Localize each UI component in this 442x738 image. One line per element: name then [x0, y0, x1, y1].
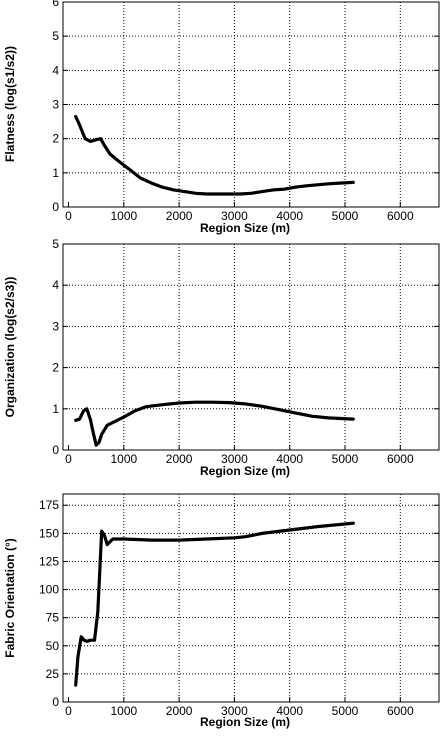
flatness-x-tick-label: 1000 [110, 209, 137, 223]
organization-ticks: 0 1000 2000 3000 4000 5000 6000 0 1 2 3 4 5 [52, 237, 439, 466]
orientation-y-tick-label: 150 [39, 526, 59, 540]
organization-y-tick-label: 2 [52, 361, 59, 375]
organization-y-tick-label: 0 [52, 443, 59, 457]
flatness-x-tick-label: 6000 [387, 209, 414, 223]
orientation-x-tick-label: 0 [65, 704, 72, 718]
flatness-series-line [74, 114, 355, 196]
flatness-series [74, 114, 355, 196]
flatness-x-tick-label: 3000 [221, 209, 248, 223]
organization-series-line [74, 400, 355, 447]
organization-x-tick-label: 4000 [276, 452, 303, 466]
orientation-y-tick-label: 75 [46, 611, 60, 625]
flatness-x-tick-label: 0 [65, 209, 72, 223]
organization-x-tick-label: 5000 [332, 452, 359, 466]
flatness-y-tick-label: 6 [52, 0, 59, 9]
orientation-plot-frame [62, 493, 440, 703]
flatness-y-tick-label: 4 [52, 63, 59, 77]
orientation-x-tick-label: 6000 [387, 704, 414, 718]
orientation-x-tick-label: 4000 [276, 704, 303, 718]
orientation-panel: 0 1000 2000 3000 4000 5000 6000 0 25 50 75 100 125 15… [3, 493, 440, 729]
organization-x-axis-label: Region Size (m) [200, 464, 290, 478]
orientation-y-tick-label: 25 [46, 667, 60, 681]
orientation-y-tick-label: 175 [39, 498, 59, 512]
organization-grid [63, 243, 439, 450]
flatness-y-axis-label: Flatness (log(s1/s2)) [3, 46, 17, 162]
organization-x-tick-label: 6000 [387, 452, 414, 466]
organization-y-tick-label: 5 [52, 237, 59, 251]
orientation-series [74, 521, 355, 687]
organization-y-tick-label: 3 [52, 319, 59, 333]
orientation-y-tick-label: 100 [39, 583, 59, 597]
flatness-plot-frame [62, 1, 440, 208]
organization-x-tick-label: 1000 [110, 452, 137, 466]
flatness-ticks: 0 1000 2000 3000 4000 5000 6000 0 1 2 3 4 5 6 [52, 0, 439, 223]
flatness-y-tick-label: 5 [52, 29, 59, 43]
orientation-x-tick-label: 1000 [110, 704, 137, 718]
organization-y-tick-label: 1 [52, 402, 59, 416]
flatness-x-tick-label: 2000 [166, 209, 193, 223]
flatness-y-tick-label: 2 [52, 132, 59, 146]
flatness-panel: 0 1000 2000 3000 4000 5000 6000 0 1 2 3 4 5 6 Region … [3, 0, 440, 235]
organization-panel: 0 1000 2000 3000 4000 5000 6000 0 1 2 3 4 5 Region S… [3, 237, 440, 478]
orientation-y-tick-label: 50 [46, 639, 60, 653]
flatness-x-axis-label: Region Size (m) [200, 221, 290, 235]
orientation-y-tick-label: 125 [39, 554, 59, 568]
flatness-y-tick-label: 0 [52, 200, 59, 214]
organization-y-tick-label: 4 [52, 278, 59, 292]
orientation-x-tick-label: 3000 [221, 704, 248, 718]
flatness-y-tick-label: 3 [52, 98, 59, 112]
flatness-x-tick-label: 5000 [332, 209, 359, 223]
organization-x-tick-label: 0 [65, 452, 72, 466]
orientation-y-axis-label: Fabric Orientation (°) [3, 538, 17, 657]
organization-x-tick-label: 2000 [166, 452, 193, 466]
orientation-ticks: 0 1000 2000 3000 4000 5000 6000 0 25 50 75 100 125 15… [39, 498, 439, 718]
organization-y-axis-label: Organization (log(s2/s3)) [3, 277, 17, 418]
orientation-x-tick-label: 5000 [332, 704, 359, 718]
orientation-x-tick-label: 2000 [166, 704, 193, 718]
orientation-y-tick-label: 0 [52, 695, 59, 709]
organization-x-tick-label: 3000 [221, 452, 248, 466]
organization-series [74, 400, 355, 447]
flatness-y-tick-label: 1 [52, 166, 59, 180]
orientation-x-axis-label: Region Size (m) [200, 715, 290, 729]
flatness-x-tick-label: 4000 [276, 209, 303, 223]
flatness-grid [63, 1, 439, 207]
orientation-series-line [74, 521, 355, 687]
